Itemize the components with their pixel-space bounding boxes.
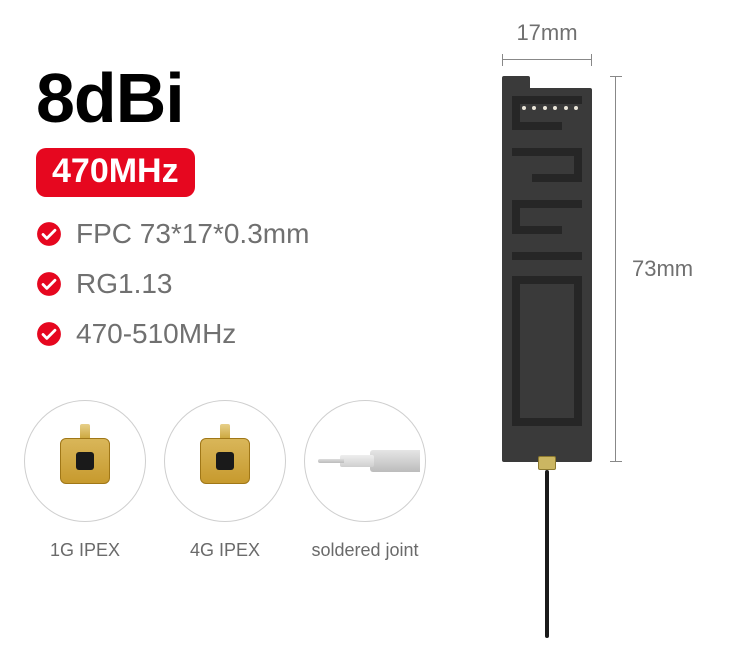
frequency-badge: 470MHz <box>36 148 195 197</box>
connector-image <box>24 400 146 522</box>
infographic-root: 8dBi 470MHz FPC 73*17*0.3mm RG1.13 470-5… <box>0 0 734 653</box>
spec-row: RG1.13 <box>36 268 309 300</box>
antenna-cable <box>545 470 549 638</box>
ipex-connector-icon <box>190 426 260 496</box>
height-dimension-line <box>610 76 622 462</box>
connector-item: soldered joint <box>304 400 426 561</box>
spec-text: RG1.13 <box>76 268 173 300</box>
connector-image <box>304 400 426 522</box>
spec-text: 470-510MHz <box>76 318 236 350</box>
cable-solder-pad <box>538 456 556 470</box>
gain-title: 8dBi <box>36 58 184 138</box>
spec-list: FPC 73*17*0.3mm RG1.13 470-510MHz <box>36 218 309 368</box>
check-icon <box>36 271 62 297</box>
solder-joint-icon <box>310 426 420 496</box>
solder-dots-icon <box>522 106 578 112</box>
connector-thumbnails: 1G IPEX 4G IPEX soldered joint <box>24 400 426 561</box>
connector-label: 4G IPEX <box>190 540 260 561</box>
spec-text: FPC 73*17*0.3mm <box>76 218 309 250</box>
check-icon <box>36 321 62 347</box>
antenna-body <box>502 76 592 462</box>
connector-item: 4G IPEX <box>164 400 286 561</box>
height-dimension-label: 73mm <box>632 256 693 282</box>
width-dimension-label: 17mm <box>502 20 592 46</box>
connector-label: 1G IPEX <box>50 540 120 561</box>
ipex-connector-icon <box>50 426 120 496</box>
spec-row: 470-510MHz <box>36 318 309 350</box>
width-dimension-line <box>502 54 592 66</box>
connector-item: 1G IPEX <box>24 400 146 561</box>
spec-row: FPC 73*17*0.3mm <box>36 218 309 250</box>
connector-image <box>164 400 286 522</box>
check-icon <box>36 221 62 247</box>
antenna-diagram: 17mm 73mm <box>460 20 720 620</box>
connector-label: soldered joint <box>311 540 418 561</box>
